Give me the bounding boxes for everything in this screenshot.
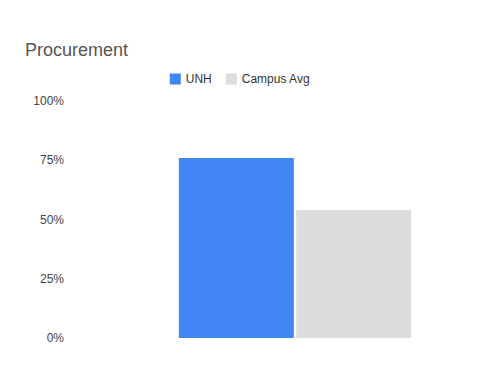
svg-text:25%: 25%: [40, 272, 64, 286]
svg-text:50%: 50%: [40, 213, 64, 227]
svg-text:0%: 0%: [47, 331, 65, 345]
svg-text:Campus Avg: Campus Avg: [242, 72, 310, 86]
svg-text:75%: 75%: [40, 153, 64, 167]
svg-text:Procurement: Procurement: [25, 40, 128, 60]
svg-text:100%: 100%: [33, 94, 64, 108]
svg-text:UNH: UNH: [186, 72, 212, 86]
